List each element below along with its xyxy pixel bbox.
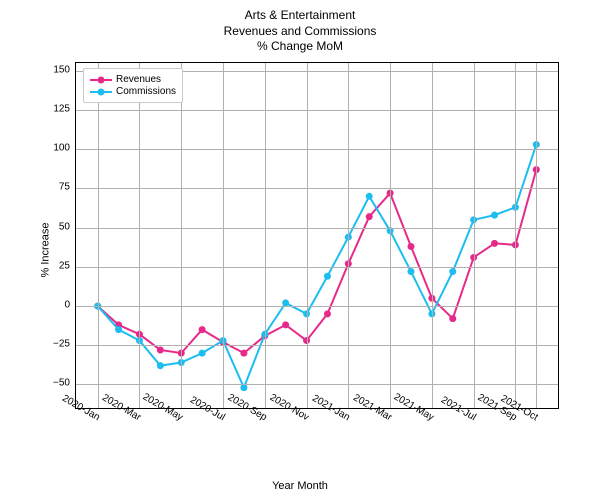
legend-label: Commissions — [116, 86, 176, 97]
grid-line-h — [76, 267, 558, 268]
series-marker-commissions — [449, 268, 456, 275]
series-marker-revenues — [449, 315, 456, 322]
series-marker-revenues — [157, 346, 164, 353]
plot-area — [75, 62, 559, 409]
grid-line-v — [98, 63, 99, 408]
y-tick-label: 0 — [10, 300, 70, 311]
y-tick-label: −25 — [10, 339, 70, 350]
grid-line-h — [76, 306, 558, 307]
title-line-2: Revenues and Commissions — [0, 24, 600, 40]
chart-title: Arts & Entertainment Revenues and Commis… — [0, 8, 600, 55]
series-marker-commissions — [366, 193, 373, 200]
chart-svg — [76, 63, 558, 408]
legend-marker — [98, 88, 105, 95]
grid-line-v — [515, 63, 516, 408]
grid-line-h — [76, 188, 558, 189]
grid-line-v — [307, 63, 308, 408]
title-line-1: Arts & Entertainment — [0, 8, 600, 24]
series-marker-revenues — [199, 326, 206, 333]
series-marker-commissions — [157, 362, 164, 369]
title-line-3: % Change MoM — [0, 39, 600, 55]
series-marker-commissions — [407, 268, 414, 275]
grid-line-h — [76, 110, 558, 111]
series-marker-commissions — [491, 212, 498, 219]
y-tick-label: 25 — [10, 260, 70, 271]
grid-line-v — [474, 63, 475, 408]
grid-line-v — [181, 63, 182, 408]
series-marker-revenues — [366, 213, 373, 220]
series-marker-revenues — [282, 321, 289, 328]
series-marker-commissions — [199, 350, 206, 357]
grid-line-v — [139, 63, 140, 408]
grid-line-v — [265, 63, 266, 408]
series-marker-commissions — [324, 273, 331, 280]
legend-marker — [98, 76, 105, 83]
y-tick-label: 75 — [10, 182, 70, 193]
series-marker-commissions — [115, 326, 122, 333]
grid-line-h — [76, 228, 558, 229]
grid-line-v — [432, 63, 433, 408]
series-marker-revenues — [324, 310, 331, 317]
y-tick-label: 100 — [10, 143, 70, 154]
y-tick-label: −50 — [10, 378, 70, 389]
legend-line — [90, 79, 112, 81]
grid-line-h — [76, 345, 558, 346]
series-marker-revenues — [407, 243, 414, 250]
legend: RevenuesCommissions — [83, 68, 183, 103]
x-axis-label: Year Month — [0, 480, 600, 492]
legend-item-commissions: Commissions — [90, 86, 176, 97]
series-marker-revenues — [491, 240, 498, 247]
legend-item-revenues: Revenues — [90, 74, 176, 85]
y-tick-label: 125 — [10, 104, 70, 115]
y-tick-label: 50 — [10, 221, 70, 232]
grid-line-v — [223, 63, 224, 408]
legend-line — [90, 91, 112, 93]
series-marker-revenues — [240, 350, 247, 357]
y-tick-label: 150 — [10, 64, 70, 75]
grid-line-v — [348, 63, 349, 408]
chart-container: Arts & Entertainment Revenues and Commis… — [0, 0, 600, 500]
series-line-revenues — [98, 170, 537, 353]
legend-label: Revenues — [116, 74, 161, 85]
grid-line-v — [390, 63, 391, 408]
grid-line-h — [76, 149, 558, 150]
grid-line-v — [536, 63, 537, 408]
